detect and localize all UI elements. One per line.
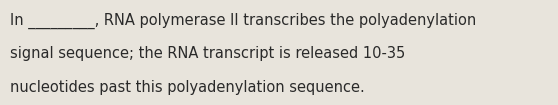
- Text: signal sequence; the RNA transcript is released 10-35: signal sequence; the RNA transcript is r…: [10, 46, 405, 61]
- Text: In _________, RNA polymerase II transcribes the polyadenylation: In _________, RNA polymerase II transcri…: [10, 13, 477, 29]
- Text: nucleotides past this polyadenylation sequence.: nucleotides past this polyadenylation se…: [10, 80, 365, 95]
